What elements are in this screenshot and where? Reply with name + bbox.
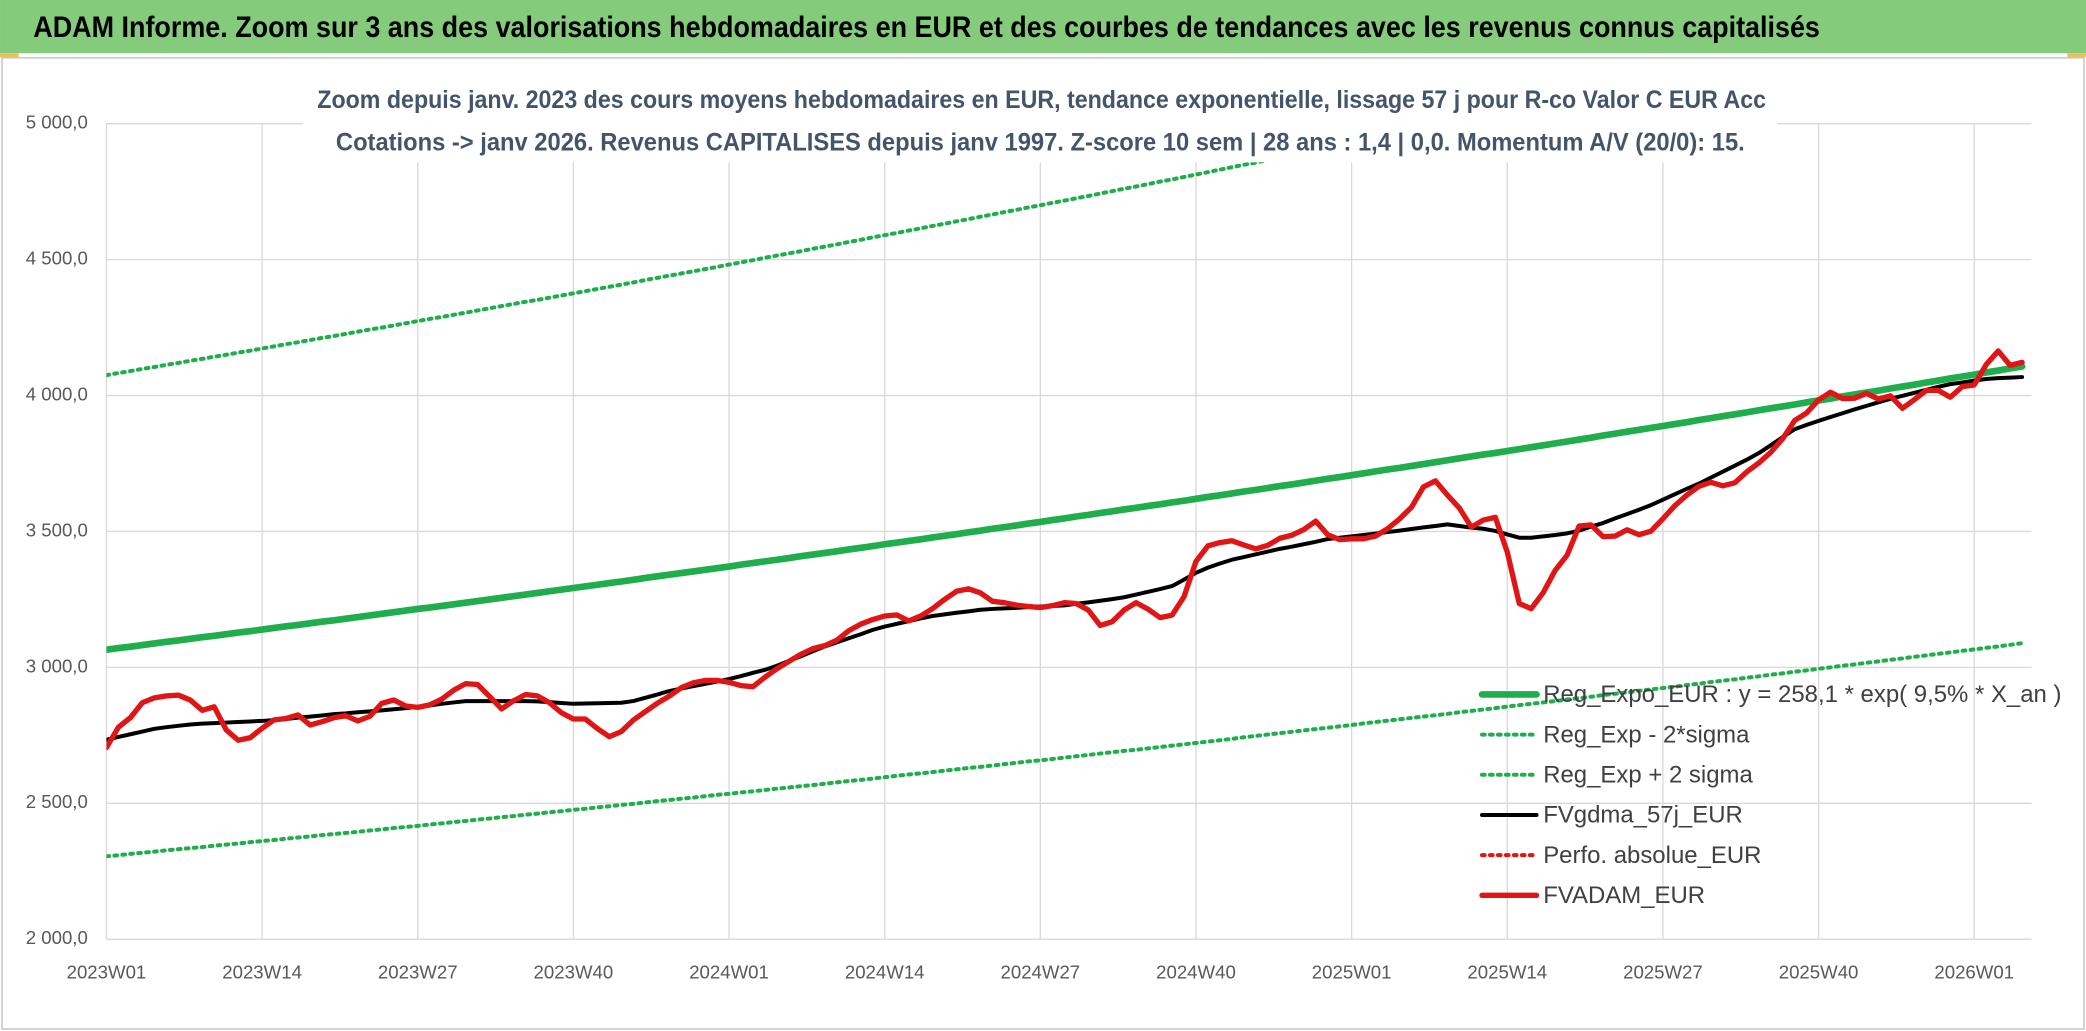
x-tick-label: 2024W01 [689, 962, 769, 983]
x-tick-label: 2025W27 [1623, 962, 1703, 983]
subtitle-background [303, 79, 1778, 163]
legend-label: Reg_Expo_EUR : y = 258,1 * exp( 9,5% * X… [1543, 681, 2061, 708]
legend-label: Reg_Exp - 2*sigma [1543, 721, 1750, 748]
x-tick-label: 2025W01 [1312, 962, 1392, 983]
grid: 2 000,0 2 500,0 3 000,0 3 500,0 4 000,0 4 500… [26, 112, 2032, 983]
y-tick-label: 3 000,0 [26, 655, 88, 676]
y-tick-label: 2 500,0 [26, 791, 88, 812]
chart-subtitle: Cotations -> janv 2026. Revenus CAPITALI… [336, 128, 1745, 156]
x-tick-label: 2025W40 [1779, 962, 1859, 983]
x-tick-label: 2023W14 [222, 962, 302, 983]
corner-accent [0, 53, 19, 58]
x-tick-label: 2026W01 [1934, 962, 2014, 983]
y-tick-label: 2 000,0 [26, 927, 88, 948]
series-line [106, 348, 2025, 751]
legend-label: Perfo. absolue_EUR [1543, 842, 1761, 869]
x-tick-label: 2024W14 [845, 962, 925, 983]
legend-label: FVADAM_EUR [1543, 882, 1705, 909]
chart-frame [1, 57, 2085, 1030]
legend: Reg_Expo_EUR : y = 258,1 * exp( 9,5% * X… [1478, 681, 2061, 909]
y-tick-label: 4 000,0 [26, 383, 88, 404]
series-line [106, 123, 1456, 378]
legend-label: FVgdma_57j_EUR [1543, 802, 1743, 829]
x-tick-label: 2024W40 [1156, 962, 1236, 983]
x-tick-label: 2023W27 [378, 962, 458, 983]
x-tick-label: 2025W14 [1467, 962, 1547, 983]
series-line [106, 363, 2026, 654]
banner [0, 0, 2086, 54]
x-tick-label: 2023W40 [534, 962, 614, 983]
legend-label: Reg_Exp + 2 sigma [1543, 761, 1753, 788]
corner-accent [2067, 53, 2086, 58]
series-line [106, 641, 2025, 859]
chart-subtitle: Zoom depuis janv. 2023 des cours moyens … [317, 86, 1766, 114]
y-tick-label: 4 500,0 [26, 248, 88, 269]
x-tick-label: 2023W01 [67, 962, 147, 983]
y-tick-label: 3 500,0 [26, 519, 88, 540]
y-tick-label: 5 000,0 [26, 112, 88, 133]
chart-title: ADAM Informe. Zoom sur 3 ans des valoris… [33, 12, 1820, 44]
x-tick-label: 2024W27 [1001, 962, 1081, 983]
series-group [106, 123, 2026, 859]
